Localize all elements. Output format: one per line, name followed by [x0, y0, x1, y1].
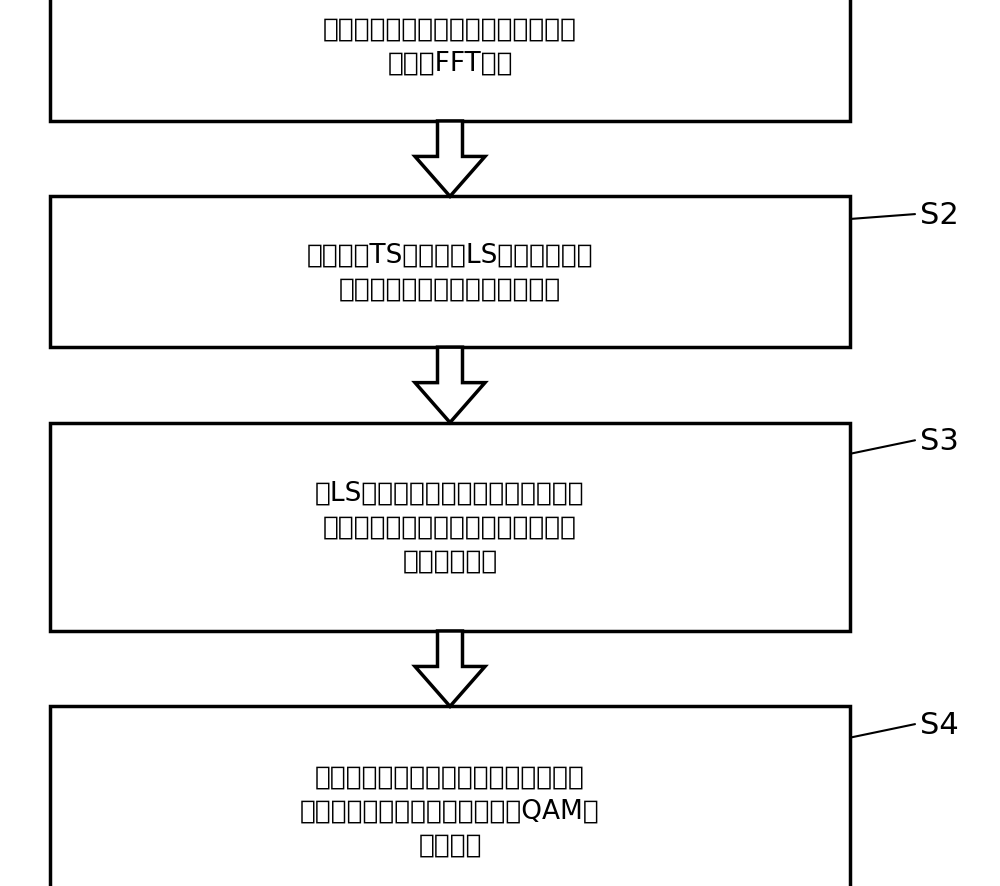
Text: S1: S1 [920, 0, 959, 4]
Bar [50, 0, 850, 122]
Bar [50, 197, 850, 348]
Bar [50, 707, 850, 886]
Text: 利用配对平均后的信道估计对接收数据
进行信道均衡处理，并进行接收QAM符
号的重构: 利用配对平均后的信道估计对接收数据 进行信道均衡处理，并进行接收QAM符 号的重… [300, 764, 600, 858]
Polygon shape [415, 348, 485, 424]
Text: S3: S3 [920, 426, 959, 455]
Text: S4: S4 [920, 710, 959, 739]
Bar [50, 424, 850, 631]
Text: S2: S2 [920, 200, 959, 229]
Text: 定时同步之后，直接对接收到信号进
行实数FFT运算: 定时同步之后，直接对接收到信号进 行实数FFT运算 [323, 17, 577, 76]
Text: 采用单个TS基于传统LS信道估计方法
对数据子载波进行初步信道估计: 采用单个TS基于传统LS信道估计方法 对数据子载波进行初步信道估计 [307, 243, 593, 302]
Polygon shape [415, 631, 485, 707]
Text: 对LS估计出的信道响应进行子载波配
对平均处理，降低噪声干扰，提高信
道估计准确性: 对LS估计出的信道响应进行子载波配 对平均处理，降低噪声干扰，提高信 道估计准确… [315, 480, 585, 574]
Polygon shape [415, 122, 485, 197]
